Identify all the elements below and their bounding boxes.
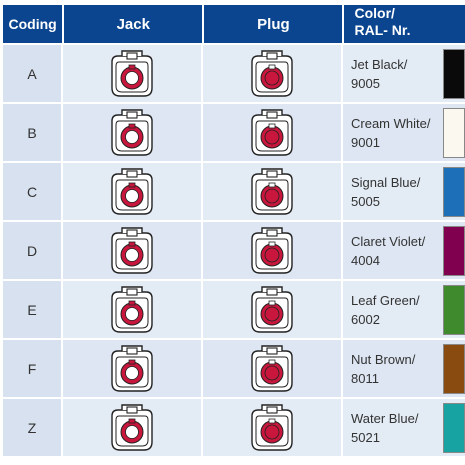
color-name: Jet Black/ xyxy=(351,56,408,72)
coding-letter: F xyxy=(3,340,63,397)
plug-cell xyxy=(203,163,343,220)
jack-cell xyxy=(63,163,203,220)
plug-connector-icon xyxy=(251,167,293,215)
coding-table: Coding Jack Plug Color/ RAL- Nr. A Jet B… xyxy=(3,5,465,456)
coding-letter: E xyxy=(3,281,63,338)
ral-number: 9001 xyxy=(351,134,380,150)
plug-connector-icon xyxy=(251,285,293,333)
plug-cell xyxy=(203,281,343,338)
jack-cell xyxy=(63,399,203,456)
coding-letter: D xyxy=(3,222,63,279)
color-swatch xyxy=(443,166,465,217)
color-cell: Nut Brown/8011 xyxy=(343,340,465,397)
color-name: Claret Violet/ xyxy=(351,233,426,249)
coding-letter: A xyxy=(3,45,63,102)
jack-cell xyxy=(63,45,203,102)
jack-connector-icon xyxy=(111,403,153,451)
color-swatch xyxy=(443,48,465,99)
color-cell: Water Blue/5021 xyxy=(343,399,465,456)
table-header: Coding Jack Plug Color/ RAL- Nr. xyxy=(3,5,465,43)
jack-cell xyxy=(63,340,203,397)
plug-cell xyxy=(203,399,343,456)
table-body: A Jet Black/9005 B Cream White/9001 C Si… xyxy=(3,43,465,456)
color-name: Signal Blue/ xyxy=(351,174,421,190)
color-swatch xyxy=(443,343,465,394)
color-cell: Jet Black/9005 xyxy=(343,45,465,102)
plug-connector-icon xyxy=(251,108,293,156)
header-color: Color/ RAL- Nr. xyxy=(344,5,465,43)
table-row: D Claret Violet/4004 xyxy=(3,220,465,279)
header-coding: Coding xyxy=(3,5,65,43)
jack-cell xyxy=(63,281,203,338)
header-color-line2: RAL- Nr. xyxy=(354,22,411,38)
color-name: Cream White/ xyxy=(351,115,431,131)
color-swatch xyxy=(443,284,465,335)
table-row: C Signal Blue/5005 xyxy=(3,161,465,220)
ral-number: 8011 xyxy=(351,370,379,386)
jack-connector-icon xyxy=(111,167,153,215)
color-cell: Leaf Green/6002 xyxy=(343,281,465,338)
color-name: Nut Brown/ xyxy=(351,351,416,367)
color-swatch xyxy=(443,402,465,453)
color-swatch xyxy=(443,107,465,158)
jack-connector-icon xyxy=(111,344,153,392)
plug-cell xyxy=(203,340,343,397)
color-name: Water Blue/ xyxy=(351,410,419,426)
ral-number: 9005 xyxy=(351,75,380,91)
plug-cell xyxy=(203,45,343,102)
plug-connector-icon xyxy=(251,344,293,392)
jack-cell xyxy=(63,222,203,279)
ral-number: 5005 xyxy=(351,193,380,209)
coding-letter: B xyxy=(3,104,63,161)
table-row: Z Water Blue/5021 xyxy=(3,397,465,456)
table-row: B Cream White/9001 xyxy=(3,102,465,161)
plug-connector-icon xyxy=(251,226,293,274)
plug-cell xyxy=(203,222,343,279)
header-jack: Jack xyxy=(64,5,205,43)
ral-number: 5021 xyxy=(351,429,380,445)
ral-number: 6002 xyxy=(351,311,380,327)
color-cell: Cream White/9001 xyxy=(343,104,465,161)
color-swatch xyxy=(443,225,465,276)
color-name: Leaf Green/ xyxy=(351,292,420,308)
ral-number: 4004 xyxy=(351,252,380,268)
jack-connector-icon xyxy=(111,49,153,97)
table-row: A Jet Black/9005 xyxy=(3,43,465,102)
table-row: F Nut Brown/8011 xyxy=(3,338,465,397)
plug-connector-icon xyxy=(251,403,293,451)
coding-letter: Z xyxy=(3,399,63,456)
plug-connector-icon xyxy=(251,49,293,97)
jack-connector-icon xyxy=(111,285,153,333)
jack-cell xyxy=(63,104,203,161)
jack-connector-icon xyxy=(111,226,153,274)
table-row: E Leaf Green/6002 xyxy=(3,279,465,338)
color-cell: Signal Blue/5005 xyxy=(343,163,465,220)
plug-cell xyxy=(203,104,343,161)
header-color-line1: Color/ xyxy=(354,5,395,21)
coding-letter: C xyxy=(3,163,63,220)
color-cell: Claret Violet/4004 xyxy=(343,222,465,279)
jack-connector-icon xyxy=(111,108,153,156)
header-plug: Plug xyxy=(204,5,345,43)
